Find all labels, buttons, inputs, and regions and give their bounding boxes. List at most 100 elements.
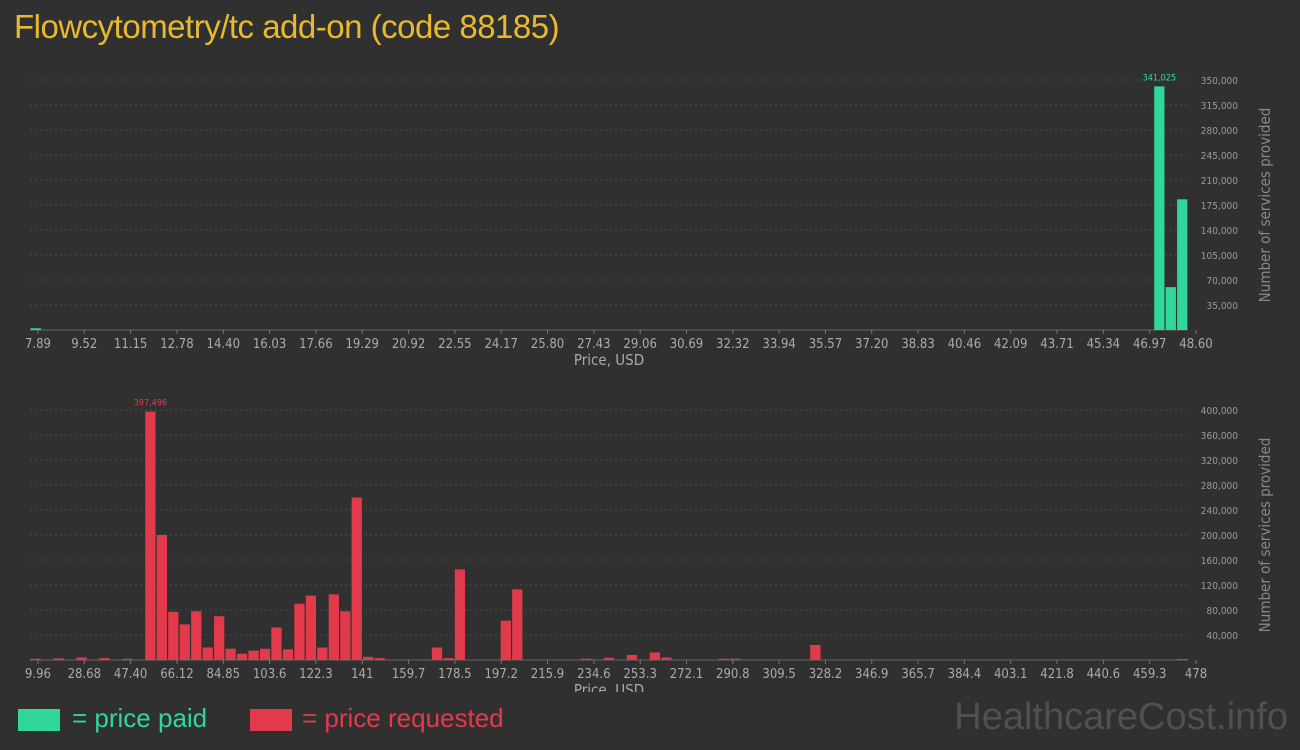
x-tick-label: 32.32 <box>716 337 749 352</box>
x-tick-label: 46.97 <box>1133 337 1166 352</box>
y-tick-label: 80,000 <box>1207 606 1239 617</box>
bar <box>1165 287 1176 330</box>
bar <box>729 658 741 660</box>
x-tick-label: 346.9 <box>855 667 888 682</box>
y-axis-label: Number of services provided <box>1256 438 1274 633</box>
bar <box>454 569 466 660</box>
x-tick-label: 459.3 <box>1133 667 1166 682</box>
x-tick-label: 40.46 <box>948 337 981 352</box>
bar <box>718 658 729 660</box>
legend-label-paid: = price paid <box>72 703 208 733</box>
bar <box>810 645 821 660</box>
y-tick-label: 320,000 <box>1201 456 1238 467</box>
x-tick-label: 14.40 <box>207 337 240 352</box>
max-value-label: 397,496 <box>134 399 167 409</box>
legend: = price paid = price requested <box>18 703 538 737</box>
x-tick-label: 215.9 <box>531 667 564 682</box>
bar <box>248 650 259 660</box>
x-tick-label: 141 <box>351 667 373 682</box>
x-tick-label: 421.8 <box>1040 667 1073 682</box>
x-axis-label: Price, USD <box>574 351 644 369</box>
price-paid-chart: 35,000 70,000 105,000 140,000 175,000 210,000… <box>25 73 1274 369</box>
x-tick-label: 103.6 <box>253 667 286 682</box>
x-tick-label: 29.06 <box>623 337 656 352</box>
x-tick-label: 122.3 <box>299 667 332 682</box>
x-tick-label: 478 <box>1185 667 1207 682</box>
bar <box>305 595 317 660</box>
x-tick-label: 19.29 <box>345 337 378 352</box>
bar <box>1154 86 1165 331</box>
bar <box>282 649 294 660</box>
x-tick-label: 365.7 <box>901 667 934 682</box>
y-axis-label: Number of services provided <box>1256 108 1274 303</box>
bar <box>122 658 133 660</box>
bar <box>512 589 523 660</box>
x-tick-label: 440.6 <box>1087 667 1120 682</box>
bar <box>603 657 615 660</box>
x-tick-label: 25.80 <box>531 337 564 352</box>
x-tick-label: 328.2 <box>809 667 842 682</box>
bar <box>271 627 282 660</box>
bar <box>431 647 443 660</box>
x-tick-label: 272.1 <box>670 667 703 682</box>
bar <box>1177 659 1188 660</box>
bar <box>259 648 271 660</box>
y-tick-label: 70,000 <box>1207 276 1239 287</box>
x-tick-label: 253.3 <box>623 667 656 682</box>
bar <box>363 656 374 660</box>
x-tick-label: 37.20 <box>855 337 888 352</box>
y-tick-label: 210,000 <box>1201 176 1238 187</box>
bar <box>225 648 236 660</box>
bar <box>351 497 362 660</box>
y-tick-label: 175,000 <box>1201 201 1238 212</box>
y-tick-label: 280,000 <box>1201 481 1238 492</box>
bar <box>202 647 213 660</box>
y-tick-label: 105,000 <box>1201 251 1238 262</box>
x-tick-label: 11.15 <box>114 337 147 352</box>
bar <box>1177 199 1188 330</box>
y-tick-label: 35,000 <box>1207 301 1239 312</box>
y-tick-label: 140,000 <box>1201 226 1238 237</box>
bar <box>30 658 41 660</box>
y-tick-label: 240,000 <box>1201 506 1238 517</box>
bar <box>443 658 454 660</box>
legend-swatch-paid <box>18 709 60 731</box>
bar <box>580 658 592 660</box>
x-tick-label: 84.85 <box>207 667 240 682</box>
bar <box>30 328 41 330</box>
bar <box>626 655 638 660</box>
bar <box>649 652 660 660</box>
bar <box>191 611 202 660</box>
y-tick-label: 280,000 <box>1201 126 1238 137</box>
y-tick-label: 245,000 <box>1201 151 1238 162</box>
bar <box>374 658 385 660</box>
x-tick-label: 7.89 <box>25 337 51 352</box>
x-tick-label: 24.17 <box>484 337 517 352</box>
x-tick-label: 33.94 <box>762 337 795 352</box>
x-tick-label: 178.5 <box>438 667 471 682</box>
x-tick-label: 66.12 <box>160 667 193 682</box>
bar <box>99 658 110 660</box>
max-value-label: 341,025 <box>1143 73 1176 83</box>
x-axis-label: Price, USD <box>574 681 644 692</box>
bar <box>76 657 87 660</box>
x-tick-label: 20.92 <box>392 337 425 352</box>
y-tick-label: 400,000 <box>1201 406 1238 417</box>
x-tick-label: 234.6 <box>577 667 610 682</box>
bar <box>168 611 179 660</box>
y-tick-label: 120,000 <box>1201 581 1238 592</box>
bar <box>236 653 248 660</box>
x-tick-label: 45.34 <box>1087 337 1120 352</box>
x-tick-label: 16.03 <box>253 337 286 352</box>
bar <box>294 603 305 660</box>
bar <box>214 616 225 660</box>
x-tick-label: 48.60 <box>1179 337 1212 352</box>
legend-swatch-requested <box>250 709 292 731</box>
x-tick-label: 17.66 <box>299 337 332 352</box>
x-tick-label: 403.1 <box>994 667 1027 682</box>
x-tick-label: 42.09 <box>994 337 1027 352</box>
x-tick-label: 38.83 <box>901 337 934 352</box>
x-tick-label: 290.8 <box>716 667 749 682</box>
price-requested-chart: 40,000 80,000 120,000 160,000 200,000 240,000… <box>25 399 1274 692</box>
y-tick-label: 200,000 <box>1201 531 1238 542</box>
